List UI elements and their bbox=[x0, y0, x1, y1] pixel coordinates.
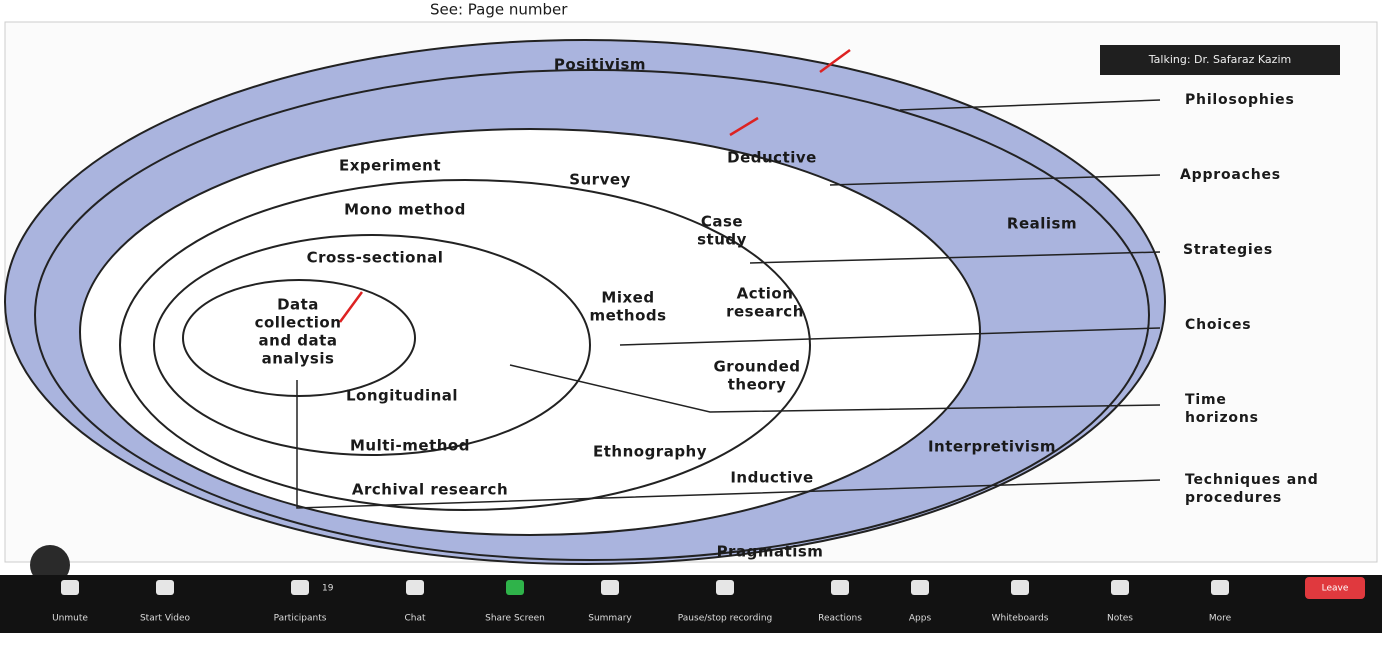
layer-label: Time bbox=[1185, 392, 1227, 408]
toolbar-label: Pause/stop recording bbox=[678, 614, 772, 624]
toolbar-label: Participants bbox=[274, 614, 327, 624]
diagram-label: Case bbox=[701, 213, 743, 231]
diagram-label: Data bbox=[277, 296, 319, 314]
toolbar-icon bbox=[1111, 580, 1129, 595]
diagram-label: Archival research bbox=[352, 481, 508, 499]
toolbar-icon bbox=[601, 580, 619, 595]
speaker-name: Talking: Dr. Safaraz Kazim bbox=[1148, 53, 1291, 66]
diagram-label: Action bbox=[737, 285, 794, 303]
diagram-label: Positivism bbox=[554, 56, 646, 74]
toolbar-icon bbox=[156, 580, 174, 595]
diagram-label: Interpretivism bbox=[928, 438, 1056, 456]
toolbar-icon bbox=[911, 580, 929, 595]
toolbar-label: Share Screen bbox=[485, 614, 545, 624]
diagram-label: research bbox=[726, 303, 804, 321]
toolbar-icon bbox=[1211, 580, 1229, 595]
toolbar-icon bbox=[61, 580, 79, 595]
toolbar-icon bbox=[831, 580, 849, 595]
toolbar-label: Unmute bbox=[52, 614, 88, 624]
toolbar-label: Summary bbox=[588, 614, 632, 624]
toolbar-icon bbox=[406, 580, 424, 595]
diagram-label: Survey bbox=[569, 171, 631, 189]
toolbar-label: Chat bbox=[404, 614, 426, 624]
diagram-label: theory bbox=[728, 376, 787, 394]
header-note: See: Page number bbox=[430, 1, 568, 19]
diagram-label: study bbox=[697, 231, 747, 249]
strategies-ring bbox=[80, 129, 980, 535]
toolbar-label: Apps bbox=[909, 614, 932, 624]
screen: See: Page number Talking: Dr. Safaraz Ka… bbox=[0, 0, 1382, 652]
diagram-label: methods bbox=[589, 307, 666, 325]
toolbar-label: More bbox=[1209, 614, 1232, 624]
toolbar bbox=[0, 575, 1382, 633]
leave-button[interactable]: Leave bbox=[1305, 577, 1365, 599]
toolbar-icon bbox=[506, 580, 524, 595]
diagram-label: Deductive bbox=[727, 149, 817, 167]
toolbar-label: Notes bbox=[1107, 614, 1133, 624]
diagram-label: and data bbox=[259, 332, 338, 350]
toolbar-label: Start Video bbox=[140, 614, 191, 624]
layer-label: Philosophies bbox=[1185, 92, 1295, 108]
diagram-label: Experiment bbox=[339, 157, 441, 175]
diagram-label: collection bbox=[255, 314, 342, 332]
layer-label: Choices bbox=[1185, 317, 1251, 333]
leave-label: Leave bbox=[1322, 584, 1349, 594]
toolbar-label: Whiteboards bbox=[992, 614, 1049, 624]
diagram-label: Multi-method bbox=[350, 437, 470, 455]
diagram-label: analysis bbox=[262, 350, 335, 368]
layer-label: Strategies bbox=[1183, 242, 1273, 258]
layer-label: Techniques and bbox=[1185, 472, 1319, 488]
layer-label: horizons bbox=[1185, 410, 1259, 426]
diagram-label: Ethnography bbox=[593, 443, 707, 461]
diagram-label: Mixed bbox=[601, 289, 654, 307]
diagram-label: Grounded bbox=[713, 358, 800, 376]
diagram-label: Realism bbox=[1007, 215, 1077, 233]
toolbar-label: Reactions bbox=[818, 614, 862, 624]
toolbar-icon bbox=[291, 580, 309, 595]
diagram-label: Pragmatism bbox=[717, 543, 824, 561]
diagram-label: Cross-sectional bbox=[307, 249, 444, 267]
diagram-label: Inductive bbox=[730, 469, 813, 487]
toolbar-icon bbox=[1011, 580, 1029, 595]
toolbar-icon bbox=[716, 580, 734, 595]
layer-label: procedures bbox=[1185, 490, 1282, 506]
diagram-label: Mono method bbox=[344, 201, 466, 219]
diagram-label: Longitudinal bbox=[346, 387, 458, 405]
participants-count: 19 bbox=[322, 584, 334, 594]
layer-label: Approaches bbox=[1180, 167, 1281, 183]
